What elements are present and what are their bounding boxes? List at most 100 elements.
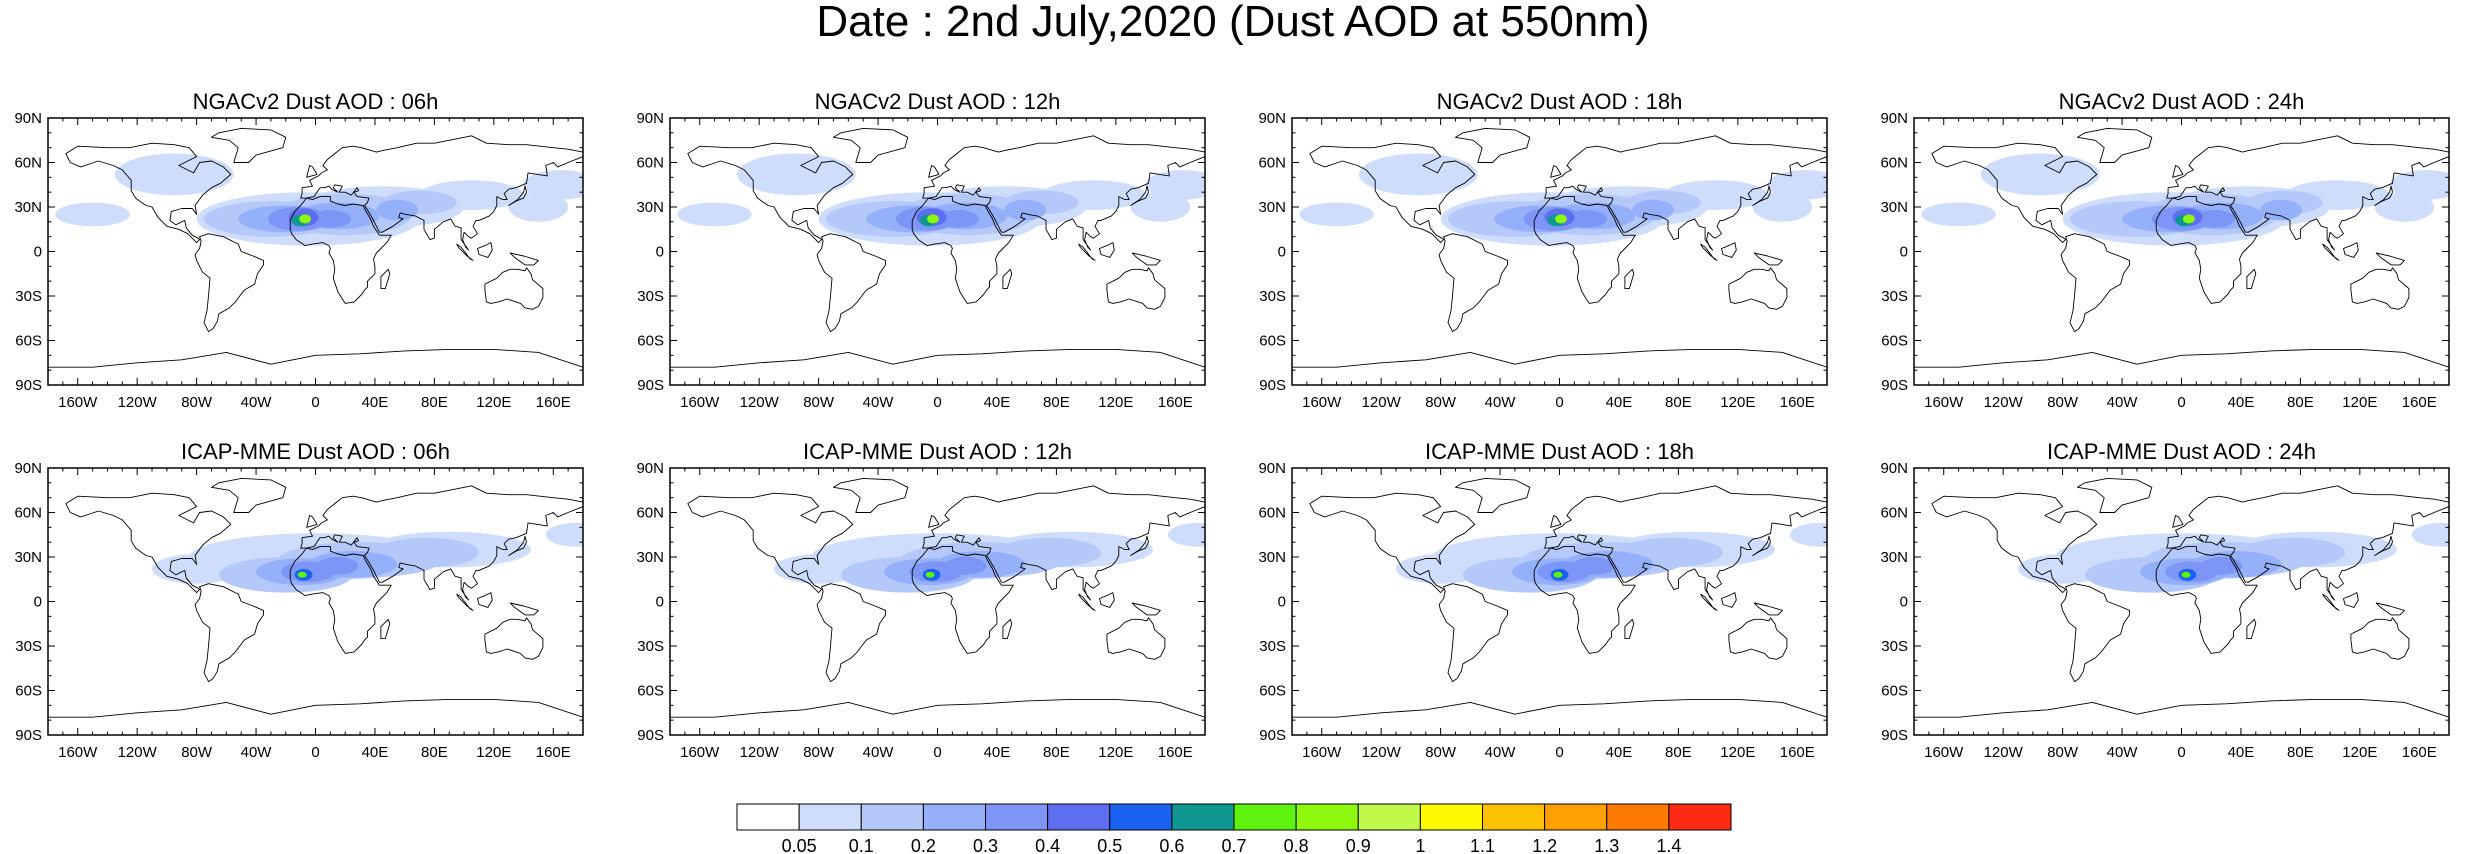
panel-title: ICAP-MME Dust AOD : 24h bbox=[2047, 439, 2316, 464]
coastline bbox=[194, 583, 264, 683]
coastline bbox=[687, 142, 854, 244]
lat-tick-label: 30N bbox=[1258, 549, 1286, 566]
coastline bbox=[670, 348, 1205, 385]
colorbar-label: 0.1 bbox=[849, 836, 874, 854]
map-panel: ICAP-MME Dust AOD : 18h 90N 60N 30N 0 30S 60S 9… bbox=[1244, 440, 1829, 775]
lon-tick-label: 120E bbox=[1098, 394, 1133, 411]
lat-tick-label: 30N bbox=[1880, 549, 1908, 566]
lon-tick-label: 80E bbox=[1043, 394, 1070, 411]
lon-tick-label: 80W bbox=[2047, 744, 2079, 761]
colorbar-label: 0.4 bbox=[1035, 836, 1060, 854]
dust-plume bbox=[309, 210, 352, 228]
coastline bbox=[1309, 142, 1476, 244]
dust-plume bbox=[1299, 202, 1374, 227]
coastline bbox=[300, 485, 583, 601]
lat-tick-label: 60N bbox=[1258, 505, 1286, 522]
dust-plume bbox=[736, 153, 856, 196]
coastline bbox=[194, 233, 264, 333]
lon-tick-label: 120E bbox=[1098, 744, 1133, 761]
coastline bbox=[1130, 185, 1149, 206]
colorbar-swatch bbox=[1606, 803, 1670, 831]
panel-title: ICAP-MME Dust AOD : 06h bbox=[181, 439, 450, 464]
coastline bbox=[1078, 593, 1096, 611]
colorbar-label: 0.3 bbox=[973, 836, 998, 854]
coastline bbox=[477, 242, 493, 258]
lon-tick-label: 80E bbox=[421, 744, 448, 761]
colorbar-swatch bbox=[985, 803, 1049, 831]
lon-tick-label: 160W bbox=[58, 394, 98, 411]
dust-plume bbox=[944, 557, 987, 575]
coastline bbox=[2350, 267, 2410, 310]
lon-tick-label: 40E bbox=[362, 744, 389, 761]
dust-plume bbox=[937, 210, 980, 228]
lat-tick-label: 60N bbox=[1880, 505, 1908, 522]
lon-tick-label: 40E bbox=[2228, 394, 2255, 411]
lon-tick-label: 80E bbox=[421, 394, 448, 411]
lon-tick-label: 80W bbox=[1425, 744, 1457, 761]
coastline bbox=[211, 127, 287, 163]
lat-tick-label: 30S bbox=[15, 288, 42, 305]
coastline bbox=[1752, 185, 1771, 206]
colorbar-swatch bbox=[860, 803, 924, 831]
coastline bbox=[1130, 535, 1149, 556]
lon-tick-label: 120E bbox=[1720, 744, 1755, 761]
lon-tick-label: 0 bbox=[933, 394, 941, 411]
panel-title: NGACv2 Dust AOD : 24h bbox=[2058, 89, 2305, 114]
lon-tick-label: 80E bbox=[1665, 394, 1692, 411]
colorbar-label: 1.4 bbox=[1656, 836, 1681, 854]
coastline bbox=[1753, 252, 1783, 266]
lat-tick-label: 0 bbox=[1900, 244, 1908, 261]
lon-tick-label: 160W bbox=[58, 744, 98, 761]
lat-tick-label: 30S bbox=[637, 288, 664, 305]
lon-tick-label: 40E bbox=[1606, 744, 1633, 761]
dust-plume bbox=[2181, 571, 2191, 578]
coastline bbox=[1078, 243, 1096, 261]
coastline bbox=[1438, 583, 1508, 683]
dust-plume bbox=[1767, 170, 1827, 200]
lon-tick-label: 120W bbox=[1984, 744, 2024, 761]
coastline bbox=[816, 233, 886, 333]
colorbar-swatch bbox=[1171, 803, 1235, 831]
colorbar-label: 0.05 bbox=[782, 836, 817, 854]
coastline bbox=[1533, 196, 1636, 304]
world-map: 90N 60N 30N 0 30S 60S 90S 160W 120W 80W 40W 0 40E 80E… bbox=[636, 460, 1206, 761]
coastline bbox=[2343, 242, 2359, 258]
coastline bbox=[1099, 592, 1115, 608]
coastline bbox=[306, 165, 318, 178]
world-map: 90N 60N 30N 0 30S 60S 90S 160W 120W 80W 40W 0 40E 80E… bbox=[1880, 110, 2450, 411]
dust-plume bbox=[152, 554, 242, 584]
lon-tick-label: 160E bbox=[2402, 394, 2437, 411]
lon-tick-label: 40E bbox=[1606, 394, 1633, 411]
colorbar-graphic: 0.05 0.1 0.2 0.3 0.4 0.5 0.6 0.7 0.8 0.9 1 1.1 1.2 1.… bbox=[736, 803, 1732, 854]
coastline bbox=[1131, 602, 1161, 616]
map-background bbox=[1292, 468, 1827, 735]
lat-tick-label: 0 bbox=[656, 594, 664, 611]
axis-ticks bbox=[47, 467, 584, 736]
lat-tick-label: 60S bbox=[1259, 333, 1286, 350]
lat-tick-label: 90S bbox=[1259, 727, 1286, 744]
coastline bbox=[1455, 127, 1531, 163]
colorbar-label: 0.6 bbox=[1159, 836, 1184, 854]
lon-tick-label: 160E bbox=[536, 744, 571, 761]
coastline bbox=[1721, 242, 1737, 258]
colorbar-swatch bbox=[1419, 803, 1484, 831]
lon-tick-label: 80W bbox=[803, 744, 835, 761]
coastline bbox=[456, 593, 474, 611]
lon-tick-label: 120E bbox=[2342, 744, 2377, 761]
lon-tick-label: 80W bbox=[1425, 394, 1457, 411]
lat-tick-label: 0 bbox=[1278, 594, 1286, 611]
lon-tick-label: 40W bbox=[2107, 744, 2139, 761]
lat-tick-label: 0 bbox=[656, 244, 664, 261]
dust-plume bbox=[925, 571, 935, 578]
dust-plume bbox=[774, 554, 864, 584]
world-map: 90N 60N 30N 0 30S 60S 90S 160W 120W 80W 40W 0 40E 80E… bbox=[1258, 460, 1828, 761]
dust-plume bbox=[1553, 571, 1563, 578]
axis-ticks bbox=[1913, 467, 2450, 736]
coastline bbox=[1624, 268, 1635, 290]
axis-ticks bbox=[669, 467, 1206, 736]
dust-plume bbox=[1632, 199, 1674, 221]
map-background bbox=[670, 468, 1205, 735]
coastline bbox=[1292, 698, 1827, 735]
coastline bbox=[1700, 593, 1718, 611]
coastline bbox=[2322, 243, 2340, 261]
